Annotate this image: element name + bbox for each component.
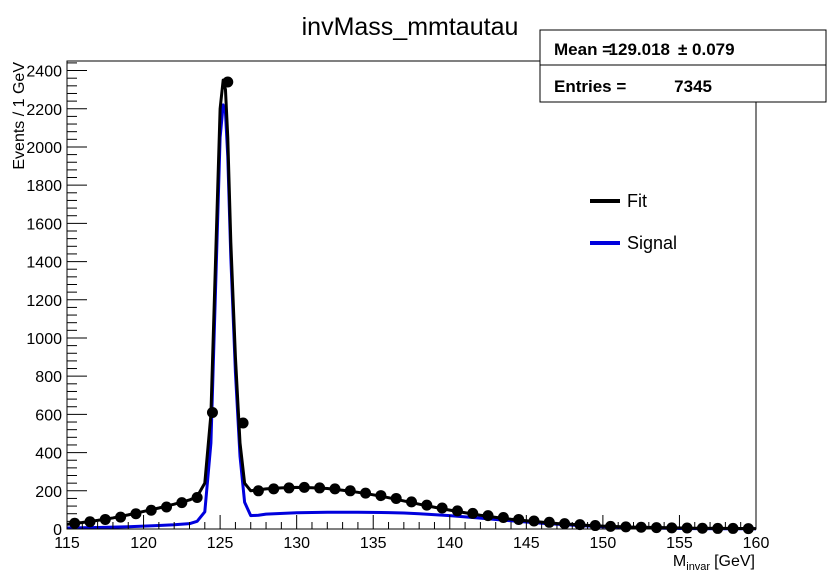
x-tick-label: 135 — [360, 535, 387, 552]
data-point — [574, 519, 586, 531]
data-point — [467, 507, 479, 519]
y-tick-label: 1600 — [26, 216, 62, 233]
data-point — [406, 496, 417, 508]
data-point — [329, 483, 341, 495]
data-point — [559, 518, 571, 530]
stats-entries-label: Entries = — [554, 77, 626, 96]
data-point — [191, 491, 203, 503]
stats-mean-error: ± 0.079 — [678, 40, 735, 59]
y-tick-label: 2400 — [26, 64, 62, 81]
data-point — [451, 505, 463, 517]
x-tick-label: 155 — [666, 535, 693, 552]
x-tick-label: 130 — [283, 535, 310, 552]
legend-label-fit: Fit — [627, 191, 647, 211]
legend: Fit Signal — [590, 191, 677, 253]
x-axis-label-sub: invar — [686, 561, 710, 571]
x-tick-label: 150 — [590, 535, 617, 552]
y-axis-label: Events / 1 GeV — [11, 62, 28, 170]
x-tick-label: 115 — [54, 535, 80, 552]
data-point — [161, 501, 173, 513]
data-point — [727, 522, 739, 534]
data-point — [252, 485, 264, 497]
y-tick-label: 1800 — [26, 178, 62, 195]
y-tick-label: 1400 — [26, 255, 62, 272]
y-tick-label: 1200 — [26, 293, 62, 310]
data-point — [145, 504, 157, 516]
axis-ticks: 115 120 125 130 135 140 145 150 155 1600200400600… — [26, 62, 770, 552]
data-point — [360, 487, 372, 499]
data-point — [69, 517, 81, 529]
data-point — [237, 417, 249, 429]
y-tick-label: 1000 — [26, 331, 62, 348]
data-point — [589, 520, 601, 532]
y-tick-label: 2000 — [26, 140, 62, 157]
x-tick-label: 125 — [207, 535, 234, 552]
x-tick-label: 120 — [130, 535, 157, 552]
stats-mean-value: 129.018 — [609, 40, 670, 59]
data-point — [605, 520, 617, 532]
data-point — [84, 516, 96, 528]
stats-box-frame — [539, 29, 827, 103]
data-point — [482, 510, 494, 522]
plot-data — [66, 76, 757, 535]
x-axis-label: Minvar [GeV] — [673, 553, 755, 571]
plot-frame — [66, 60, 757, 530]
data-point — [712, 522, 724, 534]
y-tick-label: 0 — [53, 522, 62, 539]
y-tick-label: 800 — [35, 369, 62, 386]
data-point — [206, 406, 218, 418]
y-tick-label: 400 — [35, 446, 62, 463]
data-point — [283, 482, 295, 494]
data-point — [681, 522, 693, 534]
data-point — [528, 515, 540, 527]
data-point — [497, 512, 509, 524]
data-point — [635, 521, 647, 533]
data-point — [222, 76, 234, 88]
data-point — [99, 513, 111, 525]
data-point — [390, 492, 402, 504]
x-axis-label-unit: [GeV] — [714, 553, 755, 570]
data-point — [344, 485, 356, 497]
data-point — [176, 497, 188, 509]
data-point — [115, 511, 127, 523]
y-tick-label: 600 — [35, 407, 62, 424]
data-point — [314, 482, 326, 494]
stats-box: Mean = 129.018 ± 0.079 Entries = 7345 — [539, 29, 827, 103]
data-point — [513, 513, 525, 525]
data-point — [436, 502, 448, 514]
data-point — [130, 508, 142, 520]
data-point — [650, 522, 662, 534]
y-tick-label: 2200 — [26, 102, 62, 119]
legend-label-signal: Signal — [627, 233, 677, 253]
x-tick-label: 160 — [743, 535, 770, 552]
data-point — [421, 499, 433, 511]
data-point — [298, 481, 310, 493]
data-point — [543, 516, 555, 528]
stats-mean-label: Mean = — [554, 40, 612, 59]
x-axis-label-main: M — [673, 553, 686, 570]
data-point — [666, 522, 678, 534]
data-point — [696, 522, 708, 534]
data-point — [268, 483, 280, 495]
stats-entries-value: 7345 — [674, 77, 712, 96]
x-tick-label: 140 — [436, 535, 463, 552]
data-point — [375, 490, 387, 502]
y-tick-label: 200 — [35, 484, 62, 501]
x-tick-label: 145 — [513, 535, 540, 552]
data-point — [620, 521, 632, 533]
chart-title: invMass_mmtautau — [302, 13, 519, 41]
